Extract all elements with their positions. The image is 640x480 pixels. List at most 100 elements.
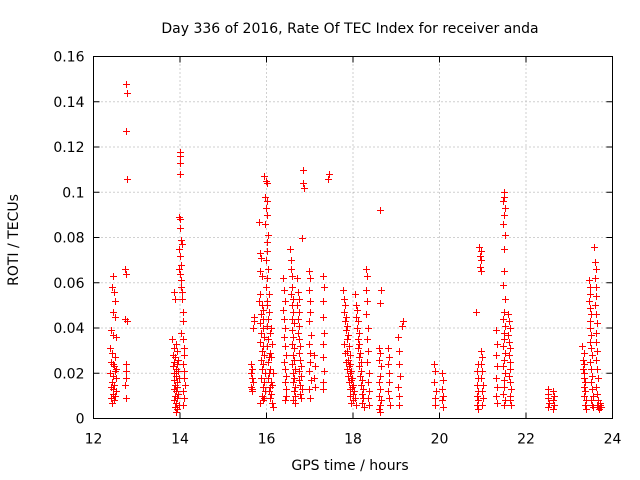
data-point: [377, 402, 384, 409]
data-point: [282, 379, 289, 386]
data-point: [297, 382, 304, 389]
y-tick-label: 0.02: [53, 366, 84, 382]
data-point: [363, 266, 370, 273]
data-point: [586, 298, 593, 305]
data-point: [178, 277, 185, 284]
data-point: [123, 368, 130, 375]
data-point: [250, 325, 257, 332]
data-point: [264, 248, 271, 255]
data-point: [377, 350, 384, 357]
data-point: [281, 316, 288, 323]
data-point: [546, 400, 553, 407]
data-point: [264, 323, 271, 330]
data-point: [440, 377, 447, 384]
data-point: [257, 250, 264, 257]
data-point: [298, 363, 305, 370]
data-point: [264, 275, 271, 282]
data-point: [107, 370, 114, 377]
data-point: [348, 400, 355, 407]
data-point: [439, 386, 446, 393]
data-point: [110, 361, 117, 368]
data-point: [377, 300, 384, 307]
data-point: [506, 339, 513, 346]
data-point: [282, 343, 289, 350]
data-point: [112, 368, 119, 375]
data-point: [506, 352, 513, 359]
data-point: [123, 271, 130, 278]
data-point: [256, 298, 263, 305]
data-point: [480, 395, 487, 402]
data-point: [597, 400, 604, 407]
data-point: [325, 176, 332, 183]
data-point: [113, 334, 120, 341]
data-point: [500, 282, 507, 289]
data-point: [354, 307, 361, 314]
data-point: [587, 291, 594, 298]
data-point: [340, 287, 347, 294]
data-point: [385, 361, 392, 368]
data-point: [479, 354, 486, 361]
data-point: [296, 323, 303, 330]
data-points: [107, 81, 605, 416]
data-point: [359, 377, 366, 384]
data-point: [586, 277, 593, 284]
data-point: [480, 382, 487, 389]
data-point: [581, 375, 588, 382]
data-point: [431, 379, 438, 386]
data-point: [591, 244, 598, 251]
data-point: [306, 318, 313, 325]
data-point: [178, 284, 185, 291]
data-point: [299, 386, 306, 393]
data-point: [265, 316, 272, 323]
data-point: [123, 128, 130, 135]
data-point: [386, 370, 393, 377]
y-tick-label: 0.14: [53, 95, 84, 111]
data-point: [377, 386, 384, 393]
data-point: [270, 404, 277, 411]
data-point: [355, 318, 362, 325]
data-point: [594, 391, 601, 398]
data-point: [112, 354, 119, 361]
data-point: [269, 341, 276, 348]
data-point: [261, 334, 268, 341]
data-point: [176, 246, 183, 253]
data-point: [178, 262, 185, 269]
data-point: [501, 309, 508, 316]
data-point: [588, 397, 595, 404]
data-point: [501, 336, 508, 343]
data-point: [282, 397, 289, 404]
data-point: [502, 350, 509, 357]
data-point: [307, 359, 314, 366]
data-point: [169, 336, 176, 343]
data-point: [265, 336, 272, 343]
data-point: [295, 330, 302, 337]
data-point: [320, 314, 327, 321]
data-point: [395, 384, 402, 391]
data-point: [306, 341, 313, 348]
data-point: [264, 180, 271, 187]
data-point: [501, 384, 508, 391]
data-point: [592, 275, 599, 282]
data-point: [290, 309, 297, 316]
data-point: [385, 345, 392, 352]
data-point: [477, 264, 484, 271]
data-point: [258, 311, 265, 318]
data-point: [582, 402, 589, 409]
data-point: [261, 379, 268, 386]
data-point: [248, 370, 255, 377]
data-point: [385, 388, 392, 395]
data-point: [387, 402, 394, 409]
data-point: [258, 357, 265, 364]
data-point: [593, 266, 600, 273]
data-point: [109, 400, 116, 407]
data-point: [289, 316, 296, 323]
data-point: [479, 368, 486, 375]
data-point: [320, 273, 327, 280]
data-point: [478, 248, 485, 255]
data-point: [344, 336, 351, 343]
data-point: [283, 393, 290, 400]
data-point: [283, 386, 290, 393]
data-point: [501, 402, 508, 409]
data-point: [269, 400, 276, 407]
data-point: [122, 382, 129, 389]
